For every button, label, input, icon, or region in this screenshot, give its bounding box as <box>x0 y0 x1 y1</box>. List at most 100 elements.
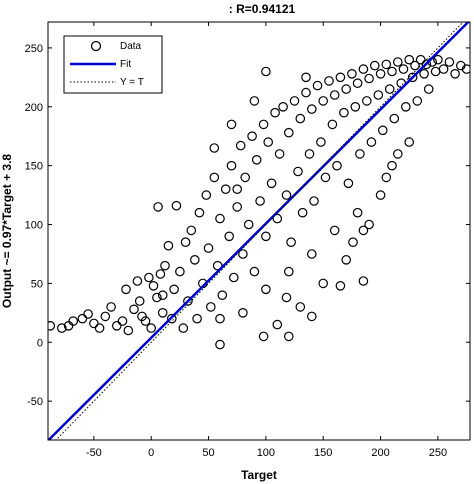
data-point <box>358 225 369 236</box>
data-point <box>255 196 265 206</box>
data-point <box>140 316 151 326</box>
data-point <box>392 57 403 67</box>
data-point <box>146 323 156 333</box>
y-tick-label: -50 <box>27 396 43 408</box>
y-tick-label: 200 <box>25 102 43 114</box>
data-point <box>203 243 214 253</box>
data-point <box>369 60 380 71</box>
data-point <box>89 318 99 329</box>
data-point <box>94 323 105 333</box>
data-point <box>304 149 315 159</box>
data-point <box>278 102 288 112</box>
y-tick-label: 50 <box>31 278 43 290</box>
chart-title: : R=0.94121 <box>229 2 296 16</box>
data-point <box>48 321 56 331</box>
data-point <box>167 313 177 324</box>
x-tick-label: 150 <box>314 447 332 459</box>
data-point <box>375 190 386 200</box>
data-point <box>375 69 386 79</box>
data-point <box>289 96 300 106</box>
data-point <box>169 284 179 295</box>
data-point <box>343 178 354 189</box>
data-point <box>352 207 363 218</box>
data-point <box>364 73 374 84</box>
data-points <box>48 54 470 350</box>
data-point <box>295 113 306 124</box>
x-tick-label: 50 <box>202 447 214 459</box>
data-point <box>232 202 242 212</box>
data-point <box>148 280 159 291</box>
data-point <box>215 339 225 350</box>
data-point <box>355 149 365 159</box>
data-point <box>301 87 311 98</box>
data-point <box>121 284 131 295</box>
data-point <box>281 190 292 200</box>
x-axis-title: Target <box>241 468 277 482</box>
data-point <box>438 64 449 74</box>
data-point <box>341 254 351 265</box>
data-point <box>235 140 246 151</box>
data-point <box>144 272 154 283</box>
data-point <box>387 66 397 77</box>
legend: Data Fit Y = T <box>63 35 163 94</box>
data-point <box>306 104 317 114</box>
data-point <box>412 96 423 106</box>
data-point <box>157 290 168 300</box>
data-point <box>433 54 443 65</box>
data-point <box>318 96 328 106</box>
data-point <box>192 313 202 324</box>
data-point <box>157 307 168 318</box>
plot-frame <box>47 21 471 441</box>
data-point <box>301 72 311 83</box>
data-point <box>384 84 395 94</box>
data-point <box>243 219 254 230</box>
data-point <box>373 90 384 100</box>
legend-yt-label: Y = T <box>120 77 144 88</box>
data-point <box>226 119 237 130</box>
data-point <box>381 172 392 183</box>
data-point <box>400 102 411 112</box>
data-point <box>366 137 377 147</box>
data-point <box>415 54 426 65</box>
data-point <box>332 160 342 171</box>
data-point <box>220 184 231 194</box>
data-point <box>347 69 357 79</box>
data-point <box>348 237 358 247</box>
data-point <box>217 290 228 300</box>
data-point <box>272 319 283 330</box>
data-point <box>270 107 280 118</box>
data-point <box>364 219 374 230</box>
x-tick-label: 200 <box>371 447 389 459</box>
data-point <box>160 260 170 271</box>
data-point <box>377 125 388 136</box>
data-point <box>318 278 328 289</box>
data-point <box>117 316 128 326</box>
data-point <box>261 231 271 242</box>
data-point <box>404 137 414 147</box>
data-point <box>387 160 397 171</box>
data-point <box>132 276 143 286</box>
data-point <box>249 266 260 277</box>
data-point <box>263 137 273 147</box>
data-point <box>430 66 441 77</box>
data-point <box>247 131 257 141</box>
data-point <box>389 113 400 124</box>
y-tick-label: 100 <box>25 220 43 232</box>
data-point <box>238 249 248 259</box>
y-tick-label: 250 <box>25 43 43 55</box>
data-point <box>398 64 409 74</box>
data-point <box>134 296 145 306</box>
fit-lines <box>48 22 470 440</box>
data-point <box>381 59 392 70</box>
data-point <box>410 60 420 71</box>
data-point <box>206 302 216 312</box>
data-point <box>258 119 269 130</box>
data-point <box>178 323 189 333</box>
data-point <box>229 272 239 283</box>
data-point <box>190 254 200 265</box>
data-point <box>106 302 116 312</box>
data-point <box>112 320 122 331</box>
data-point <box>209 172 220 183</box>
data-point <box>320 172 331 183</box>
